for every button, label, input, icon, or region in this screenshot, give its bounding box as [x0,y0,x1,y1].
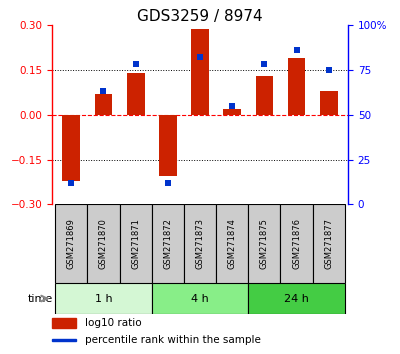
Text: GSM271875: GSM271875 [260,218,269,269]
Text: GSM271877: GSM271877 [324,218,333,269]
Text: GSM271869: GSM271869 [67,218,76,269]
Point [293,47,300,53]
Bar [216,205,248,283]
Title: GDS3259 / 8974: GDS3259 / 8974 [137,8,263,24]
Bar [120,205,152,283]
Bar [248,205,280,283]
Point [229,103,235,108]
Point [261,62,268,67]
Bar [320,91,338,115]
Text: log10 ratio: log10 ratio [84,318,141,328]
Bar [55,283,152,314]
Bar [55,205,87,283]
Text: percentile rank within the sample: percentile rank within the sample [84,335,260,345]
Bar [62,115,80,181]
Text: 1 h: 1 h [95,293,112,303]
Text: 4 h: 4 h [191,293,209,303]
Text: GSM271876: GSM271876 [292,218,301,269]
Point [132,62,139,67]
Bar [280,205,313,283]
Bar [159,115,177,176]
Point [197,54,203,60]
Bar [191,29,209,115]
Bar [152,205,184,283]
Point [68,180,74,186]
Bar [223,109,241,115]
Point [326,67,332,73]
Bar [95,94,112,115]
Text: GSM271872: GSM271872 [163,218,172,269]
Text: GSM271874: GSM271874 [228,218,237,269]
Bar [313,205,345,283]
Text: time: time [27,293,53,303]
Bar [184,205,216,283]
Text: GSM271870: GSM271870 [99,218,108,269]
Bar [288,58,305,115]
Bar [248,283,345,314]
Text: 24 h: 24 h [284,293,309,303]
Point [165,180,171,186]
Bar [127,73,144,115]
Text: GSM271873: GSM271873 [196,218,204,269]
Bar [52,339,76,341]
Bar [87,205,120,283]
Point [100,88,107,94]
Bar [256,76,273,115]
Bar [152,283,248,314]
Bar [52,318,76,328]
Text: GSM271871: GSM271871 [131,218,140,269]
